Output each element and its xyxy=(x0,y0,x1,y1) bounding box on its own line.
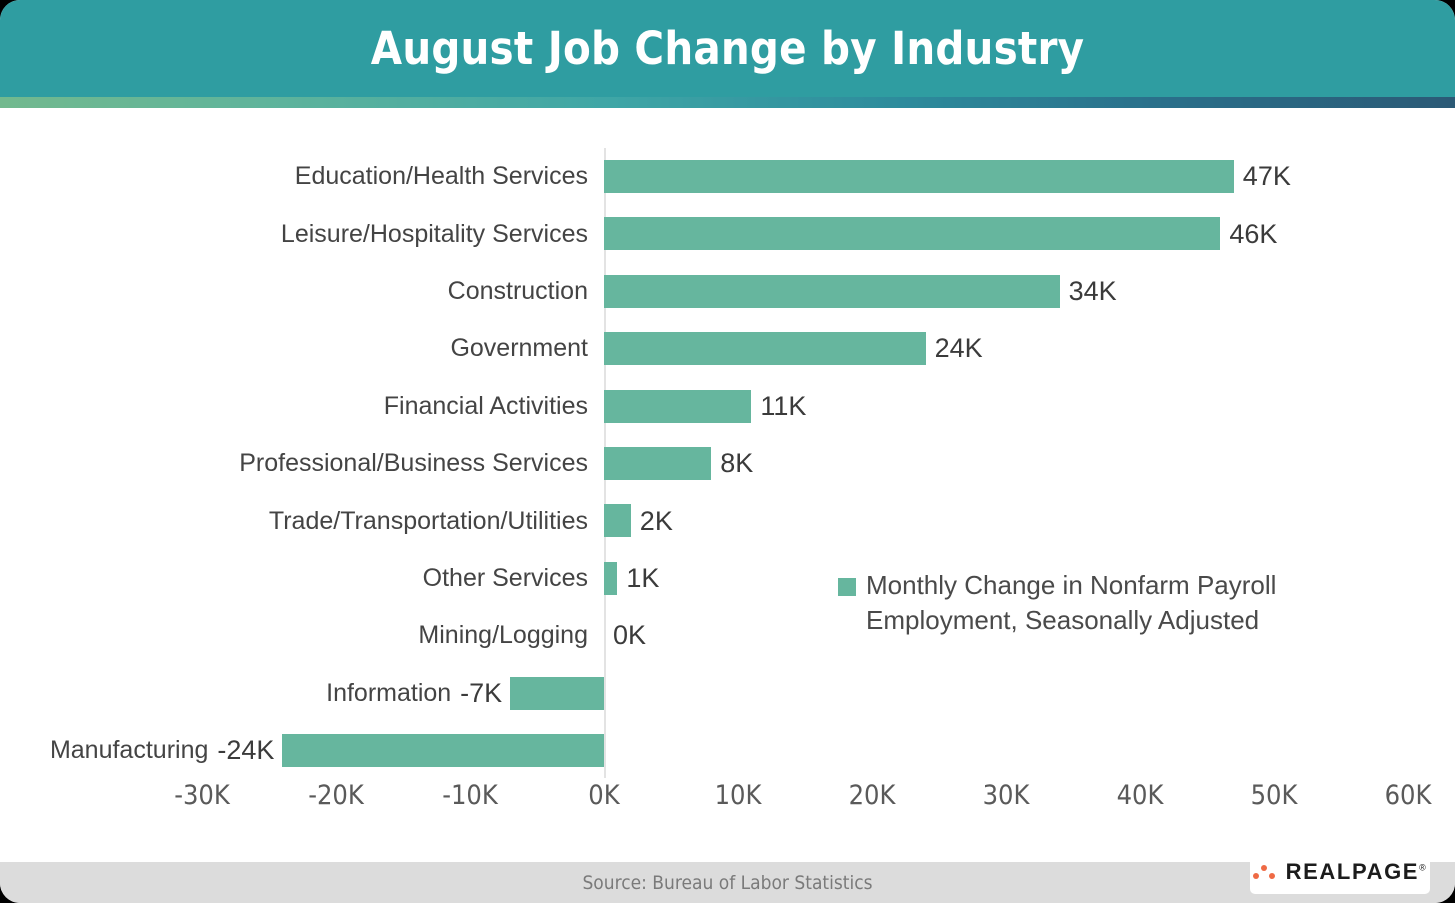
bar xyxy=(604,561,618,595)
bar-row: Mining/Logging 0K xyxy=(0,607,1455,664)
bar-value-label: 24K xyxy=(934,333,983,364)
x-axis-tick-label: -20K xyxy=(308,780,364,811)
category-label: Information xyxy=(326,678,452,707)
trademark-mark: ® xyxy=(1419,862,1428,873)
bar-value-label: 46K xyxy=(1229,218,1278,249)
realpage-dots-icon xyxy=(1252,862,1279,882)
bar-value-label: 0K xyxy=(613,620,647,651)
bar-value-label: 34K xyxy=(1068,275,1117,306)
header-accent-strip xyxy=(0,97,1455,108)
category-label: Leisure/Hospitality Services xyxy=(280,219,588,248)
bar-value-label: -7K xyxy=(460,677,503,708)
footer-bar: Source: Bureau of Labor Statistics REALP… xyxy=(0,850,1455,903)
x-axis-tick-label: 40K xyxy=(1116,780,1164,811)
x-axis-tick-label: -30K xyxy=(174,780,230,811)
realpage-logo: REALPAGE® xyxy=(1250,850,1430,894)
realpage-wordmark: REALPAGE® xyxy=(1285,859,1428,884)
bar-row: Government 24K xyxy=(0,320,1455,377)
bar xyxy=(604,217,1221,251)
bar-row: Construction 34K xyxy=(0,263,1455,320)
bar xyxy=(604,389,752,423)
bar-value-label: -24K xyxy=(217,735,275,766)
bar xyxy=(604,332,926,366)
bar xyxy=(604,504,631,538)
legend-swatch-icon xyxy=(838,578,856,596)
bar-row: Professional/Business Services 8K xyxy=(0,435,1455,492)
bar-value-label: 47K xyxy=(1242,161,1291,192)
bar xyxy=(604,160,1234,193)
category-label: Education/Health Services xyxy=(294,162,588,191)
bar-row: Financial Activities 11K xyxy=(0,378,1455,435)
bar xyxy=(282,734,604,767)
bar-value-label: 8K xyxy=(720,448,754,479)
x-axis-tick-label: 10K xyxy=(714,780,762,811)
category-label: Government xyxy=(450,334,588,363)
x-axis-tick-label: 30K xyxy=(982,780,1030,811)
category-label: Financial Activities xyxy=(383,391,588,420)
bar-row: Leisure/Hospitality Services 46K xyxy=(0,205,1455,262)
legend-label: Monthly Change in Nonfarm Payroll Employ… xyxy=(866,570,1277,635)
x-axis-tick-label: 50K xyxy=(1250,780,1298,811)
x-axis-ticks: -30K -20K -10K 0K 10K 20K 30K 40K 50K 60K xyxy=(0,780,1455,830)
bar xyxy=(510,676,604,710)
x-axis-tick-label: 0K xyxy=(588,780,620,811)
category-label: Manufacturing xyxy=(49,736,209,765)
source-note: Source: Bureau of Labor Statistics xyxy=(582,871,873,894)
bar-value-label: 1K xyxy=(626,562,660,593)
bar xyxy=(604,274,1060,308)
bar-row: Trade/Transportation/Utilities 2K xyxy=(0,492,1455,549)
chart-legend: Monthly Change in Nonfarm Payroll Employ… xyxy=(838,568,1316,638)
x-axis-tick-label: 20K xyxy=(848,780,896,811)
header-bar xyxy=(0,0,1455,97)
bar xyxy=(604,447,712,480)
bar-row: Manufacturing -24K xyxy=(0,722,1455,779)
category-label: Mining/Logging xyxy=(418,621,588,650)
bar-row: Other Services 1K xyxy=(0,550,1455,607)
category-label: Professional/Business Services xyxy=(239,449,588,478)
category-label: Other Services xyxy=(422,563,588,592)
page-title: August Job Change by Industry xyxy=(370,22,1085,75)
chart-plot-area: Education/Health Services 47K Leisure/Hosp… xyxy=(0,108,1455,842)
x-axis-tick-label: 60K xyxy=(1384,780,1432,811)
category-label: Construction xyxy=(447,276,588,305)
bar-row: Information -7K xyxy=(0,665,1455,722)
category-label: Trade/Transportation/Utilities xyxy=(268,506,588,535)
x-axis-tick-label: -10K xyxy=(442,780,498,811)
bar-row: Education/Health Services 47K xyxy=(0,148,1455,205)
bar-value-label: 11K xyxy=(760,390,807,421)
bar-value-label: 2K xyxy=(639,505,673,536)
